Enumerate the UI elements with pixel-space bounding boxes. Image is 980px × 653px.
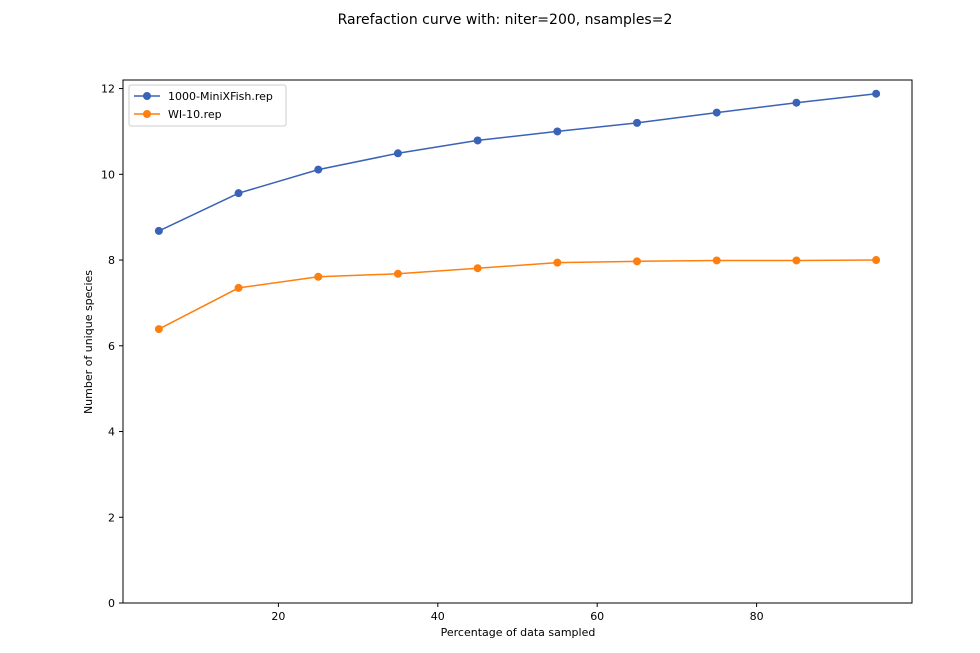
- chart-title: Rarefaction curve with: niter=200, nsamp…: [338, 12, 673, 28]
- x-tick-label: 40: [431, 610, 445, 623]
- plot-frame: [122, 79, 913, 604]
- data-point: [633, 118, 642, 127]
- data-point: [553, 127, 562, 136]
- y-tick-label: 10: [101, 168, 115, 181]
- legend: 1000-MiniXFish.rep WI-10.rep: [128, 84, 287, 127]
- series-line-1: [158, 92, 877, 232]
- data-point: [712, 108, 721, 117]
- y-tick-label: 0: [108, 597, 115, 610]
- legend-label-1: 1000-MiniXFish.rep: [168, 90, 273, 103]
- series-layer: [154, 89, 881, 334]
- data-point: [393, 269, 402, 278]
- x-tick-label: 80: [750, 610, 764, 623]
- series-line-2: [158, 259, 877, 330]
- data-point: [234, 189, 243, 198]
- x-axis: 20 40 60 80: [271, 603, 764, 623]
- data-point: [234, 283, 243, 292]
- y-tick-label: 8: [108, 254, 115, 267]
- data-point: [473, 136, 482, 145]
- y-tick-label: 2: [108, 511, 115, 524]
- data-point: [712, 256, 721, 265]
- data-point: [473, 264, 482, 273]
- data-point: [314, 165, 323, 174]
- x-axis-label: Percentage of data sampled: [441, 626, 596, 639]
- data-point: [792, 256, 801, 265]
- legend-label-2: WI-10.rep: [168, 108, 222, 121]
- data-point: [792, 98, 801, 107]
- data-point: [553, 258, 562, 267]
- data-point: [393, 149, 402, 158]
- x-tick-label: 60: [590, 610, 604, 623]
- y-tick-label: 4: [108, 426, 115, 439]
- data-point: [154, 226, 163, 235]
- y-tick-label: 12: [101, 83, 115, 96]
- x-tick-label: 20: [271, 610, 285, 623]
- data-point: [872, 89, 881, 98]
- y-tick-label: 6: [108, 340, 115, 353]
- legend-box: [128, 84, 287, 127]
- legend-marker-1: [143, 92, 151, 100]
- legend-marker-2: [143, 110, 151, 118]
- data-point: [872, 256, 881, 265]
- data-point: [633, 257, 642, 266]
- y-axis: 0 2 4 6 8 10 12: [101, 83, 123, 610]
- data-point: [154, 325, 163, 334]
- plot-area: [122, 79, 913, 604]
- data-point: [314, 272, 323, 281]
- y-axis-label: Number of unique species: [82, 270, 95, 414]
